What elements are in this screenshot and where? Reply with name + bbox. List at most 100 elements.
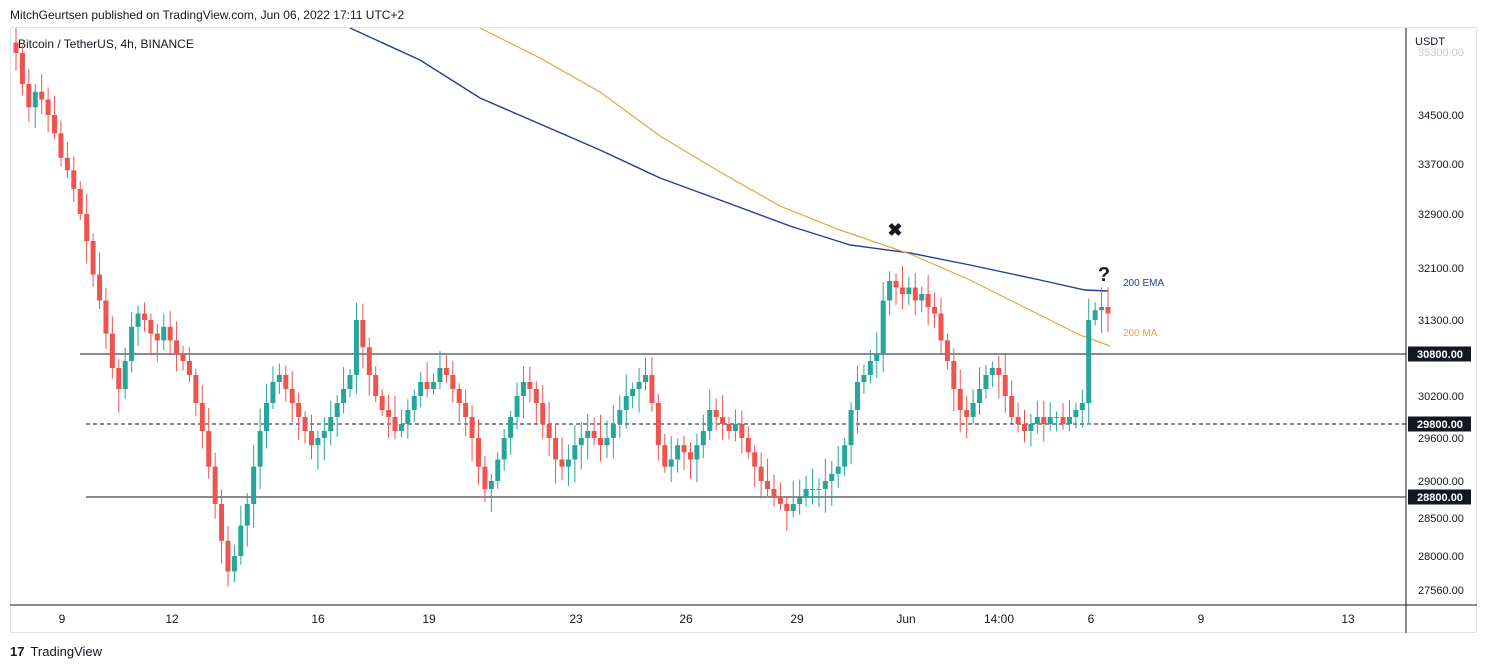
candle-body: [443, 368, 449, 375]
candle-body: [45, 99, 51, 115]
candle-body: [302, 417, 308, 431]
candle-body: [649, 375, 655, 403]
candle-body: [328, 417, 334, 431]
price-level-badge: [1408, 346, 1471, 362]
y-tick-label: 30200.00: [1418, 391, 1464, 403]
candle-body: [97, 274, 103, 301]
candle-body: [816, 489, 822, 490]
candle-body: [533, 389, 539, 403]
candle-body: [623, 396, 629, 410]
candle-body: [520, 382, 526, 396]
candle-body: [899, 287, 905, 294]
candle-body: [308, 431, 314, 446]
candle-body: [771, 489, 777, 497]
candle-body: [591, 431, 597, 438]
candle-body: [977, 389, 983, 403]
candle-body: [643, 375, 649, 382]
candle-body: [932, 307, 938, 314]
candle-body: [199, 403, 205, 431]
candle-body: [694, 445, 700, 460]
candle-body: [790, 504, 796, 511]
candle-body: [148, 320, 154, 334]
candle-body: [797, 497, 803, 504]
candle-body: [392, 417, 398, 431]
x-tick-label: 16: [311, 612, 325, 626]
candle-body: [546, 424, 552, 438]
price-level-badge: [1408, 489, 1471, 505]
candle-body: [777, 497, 783, 504]
candle-body: [585, 431, 591, 438]
candle-body: [424, 382, 430, 389]
y-tick-label: 28500.00: [1418, 513, 1464, 525]
candle-body: [803, 489, 809, 497]
candle-body: [1092, 310, 1098, 320]
candle-body: [1054, 417, 1060, 418]
x-tick-label: 13: [1341, 612, 1355, 626]
candle-body: [373, 375, 379, 396]
candle-body: [19, 53, 25, 84]
candle-body: [739, 424, 745, 438]
candle-body: [1015, 417, 1021, 424]
candle-body: [906, 287, 912, 294]
candle-body: [752, 452, 758, 467]
candle-body: [700, 431, 706, 446]
candle-body: [1066, 417, 1072, 424]
ema-200-line: [349, 27, 1109, 292]
candle-body: [1041, 417, 1047, 424]
candle-body: [867, 361, 873, 375]
footer-logo: 17 TradingView: [10, 644, 102, 659]
x-tick-label: 19: [422, 612, 436, 626]
candle-body: [411, 396, 417, 410]
candle-body: [540, 403, 546, 424]
candle-body: [996, 368, 1002, 375]
candle-body: [161, 326, 167, 341]
candle-body: [347, 375, 353, 389]
candle-body: [514, 396, 520, 417]
candle-body: [386, 410, 392, 417]
candle-body: [957, 389, 963, 410]
candle-body: [610, 424, 616, 438]
candle-body: [822, 481, 828, 489]
candle-body: [450, 375, 456, 389]
candle-body: [379, 396, 385, 410]
candle-body: [887, 281, 893, 301]
y-tick-label: 33700.00: [1418, 159, 1464, 171]
candle-body: [341, 389, 347, 403]
candle-body: [238, 525, 244, 556]
candle-body: [334, 403, 340, 417]
candle-body: [508, 417, 514, 438]
candle-body: [1086, 320, 1092, 403]
candle-body: [109, 333, 115, 368]
ma-200-label: 200 MA: [1123, 328, 1158, 339]
candle-body: [39, 91, 45, 100]
candle-body: [84, 214, 90, 241]
candle-body: [553, 438, 559, 460]
x-tick-label: 29: [790, 612, 804, 626]
y-tick-label: 29600.00: [1418, 433, 1464, 445]
candle-body: [206, 431, 212, 467]
candle-body: [186, 361, 192, 375]
x-tick-label: 23: [569, 612, 583, 626]
candle-body: [675, 445, 681, 460]
candle-body: [578, 438, 584, 446]
candle-body: [64, 157, 70, 171]
candle-body: [565, 459, 571, 467]
cross-annotation: ✖: [887, 220, 902, 240]
candle-body: [1079, 403, 1085, 410]
x-tick-label: 9: [1198, 612, 1205, 626]
candle-body: [366, 347, 372, 375]
candle-body: [180, 354, 186, 361]
candle-body: [713, 410, 719, 417]
candle-body: [707, 410, 713, 431]
candle-body: [289, 389, 295, 403]
candle-body: [321, 431, 327, 438]
y-tick-label: 27560.00: [1418, 585, 1464, 597]
candle-body: [257, 431, 263, 467]
candle-body: [655, 403, 661, 446]
candle-body: [488, 481, 494, 489]
candle-body: [418, 382, 424, 396]
candle-body: [1028, 424, 1034, 431]
candle-body: [437, 368, 443, 382]
candle-body: [475, 438, 481, 467]
